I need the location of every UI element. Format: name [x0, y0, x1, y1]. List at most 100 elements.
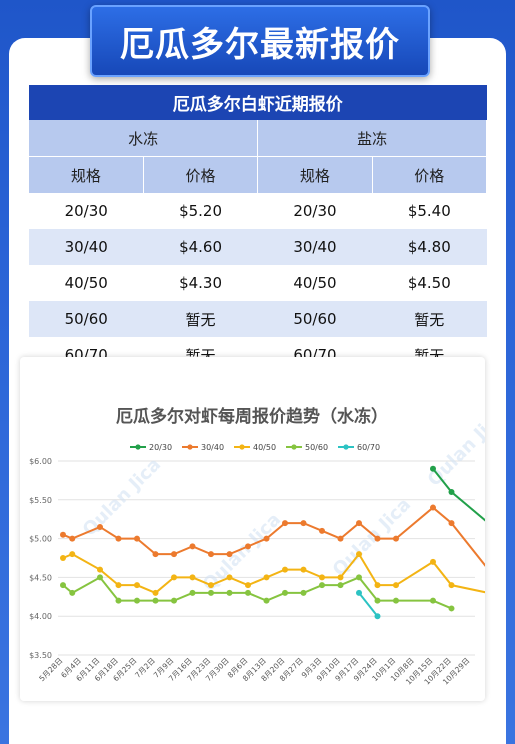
data-point — [245, 589, 251, 596]
data-point — [448, 489, 455, 496]
table-group-row: 水冻 盐冻 — [29, 120, 487, 157]
data-point — [171, 597, 177, 604]
data-point — [134, 535, 140, 542]
y-tick-label: $5.00 — [29, 535, 52, 544]
data-point — [226, 574, 233, 581]
series-line — [62, 506, 485, 567]
trend-chart: 厄瓜多尔对虾每周报价趋势（水冻） Qulan Jica Qulan Jica Qul… — [20, 357, 485, 701]
column-header-price: 价格 — [143, 156, 259, 193]
data-point — [97, 566, 103, 573]
data-point — [97, 523, 103, 530]
banner-title: 厄瓜多尔最新报价 — [90, 5, 430, 77]
data-point — [393, 535, 399, 542]
data-point — [337, 582, 344, 589]
data-point — [374, 582, 381, 589]
data-point — [226, 589, 233, 596]
y-tick-label: $5.50 — [29, 496, 52, 505]
data-point — [448, 520, 455, 527]
data-point — [282, 520, 288, 527]
table-column-header-row: 规格 价格 规格 价格 — [29, 156, 488, 193]
y-tick-label: $4.50 — [29, 573, 52, 582]
column-header-spec: 规格 — [257, 156, 373, 193]
data-point — [448, 582, 455, 589]
data-point — [374, 597, 381, 604]
spec-cell: 40/50 — [293, 274, 337, 292]
data-point — [263, 574, 270, 581]
price-cell: $4.80 — [372, 229, 487, 265]
watermark-text: Qulan Jica — [424, 404, 485, 490]
data-point — [448, 605, 455, 612]
chart-legend: 20/30 30/40 40/50 50/60 60/70 — [130, 443, 380, 452]
column-header-spec: 规格 — [29, 156, 144, 193]
data-point — [245, 582, 251, 589]
data-point — [430, 597, 436, 604]
legend-marker — [187, 444, 193, 450]
data-point — [282, 589, 288, 596]
data-point — [115, 597, 122, 604]
data-point — [189, 589, 196, 596]
data-point — [319, 582, 325, 589]
price-cell: 暂无 — [143, 301, 258, 337]
table-title-row: 厄瓜多尔白虾近期报价 — [29, 85, 487, 120]
data-point — [337, 574, 344, 581]
spec-cell: 30/40 — [257, 229, 373, 265]
data-point — [319, 574, 325, 581]
legend-label: 50/60 — [305, 443, 328, 452]
data-point — [171, 574, 177, 581]
data-point — [430, 465, 436, 472]
price-cell: $5.40 — [407, 202, 451, 220]
data-point — [282, 566, 288, 573]
data-point — [115, 582, 122, 589]
data-point — [300, 566, 307, 573]
spec-cell: 50/60 — [257, 301, 373, 337]
data-point — [430, 504, 436, 511]
table-row: 50/60 暂无 50/60 暂无 — [29, 301, 487, 337]
data-point — [337, 535, 344, 542]
data-point — [356, 589, 362, 596]
data-point — [245, 543, 251, 550]
data-point — [60, 531, 66, 538]
data-point — [152, 589, 159, 596]
series-layer — [60, 465, 485, 620]
legend-label: 40/50 — [253, 443, 276, 452]
legend-marker — [291, 444, 297, 450]
data-point — [152, 551, 159, 558]
data-point — [69, 535, 76, 542]
data-point — [60, 582, 66, 589]
table-title: 厄瓜多尔白虾近期报价 — [29, 85, 487, 120]
price-cell: $4.30 — [179, 274, 223, 292]
data-point — [208, 582, 214, 589]
data-point — [208, 551, 214, 558]
data-point — [69, 551, 76, 558]
data-point — [356, 574, 362, 581]
series-line — [358, 592, 379, 617]
price-table: 厄瓜多尔白虾近期报价 水冻 盐冻 规格 价格 规格 价格 20/30 $5.20… — [29, 85, 488, 373]
data-point — [263, 597, 270, 604]
price-cell: $4.60 — [143, 229, 258, 265]
y-tick-label: $3.50 — [29, 651, 52, 660]
data-point — [152, 597, 159, 604]
data-point — [189, 574, 196, 581]
data-point — [300, 520, 307, 527]
price-cell: $4.50 — [407, 274, 451, 292]
spec-cell: 50/60 — [29, 301, 144, 337]
data-point — [226, 551, 233, 558]
series-line — [62, 552, 485, 595]
data-point — [393, 597, 399, 604]
spec-cell: 30/40 — [29, 229, 144, 265]
data-point — [356, 520, 362, 527]
axis-labels: $3.50$4.00$4.50$5.00$5.50$6.005月28日6月4日6… — [29, 457, 471, 687]
table-row: 40/50 $4.30 40/50 $4.50 — [29, 265, 487, 301]
legend-label: 20/30 — [149, 443, 172, 452]
data-point — [171, 551, 177, 558]
data-point — [189, 543, 196, 550]
data-point — [60, 555, 66, 561]
group-header-water-frozen: 水冻 — [29, 120, 259, 157]
watermark-text: Qulan Jica — [79, 454, 165, 540]
data-point — [263, 535, 270, 542]
y-tick-label: $4.00 — [29, 612, 52, 621]
chart-title: 厄瓜多尔对虾每周报价趋势（水冻） — [116, 406, 388, 427]
data-point — [430, 558, 436, 565]
spec-cell: 20/30 — [293, 202, 337, 220]
x-tick-label: 5月28日 — [37, 656, 64, 683]
